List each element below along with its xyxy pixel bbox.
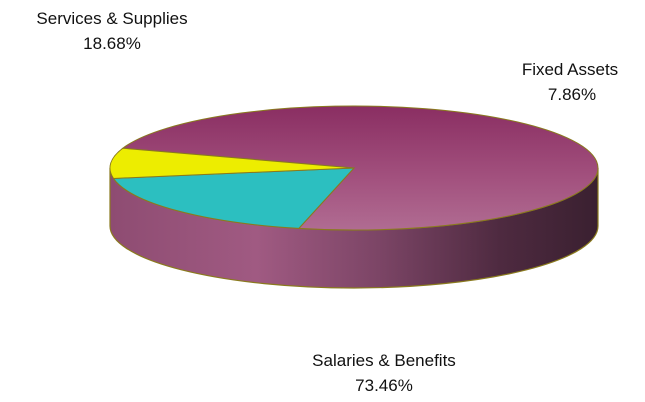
pie-slice-salaries-benefits	[121, 105, 599, 231]
pie-slice-services-supplies	[112, 167, 356, 229]
pie-slice-fixed-assets	[109, 147, 355, 179]
label-services-supplies-name: Services & Supplies	[36, 9, 187, 28]
label-salaries-benefits-value: 73.46%	[355, 376, 413, 395]
label-fixed-assets-name: Fixed Assets	[522, 60, 618, 79]
label-salaries-benefits-name: Salaries & Benefits	[312, 351, 456, 370]
pie-top-layer	[109, 105, 599, 231]
label-services-supplies-value: 18.68%	[83, 34, 141, 53]
label-fixed-assets-value: 7.86%	[548, 85, 596, 104]
